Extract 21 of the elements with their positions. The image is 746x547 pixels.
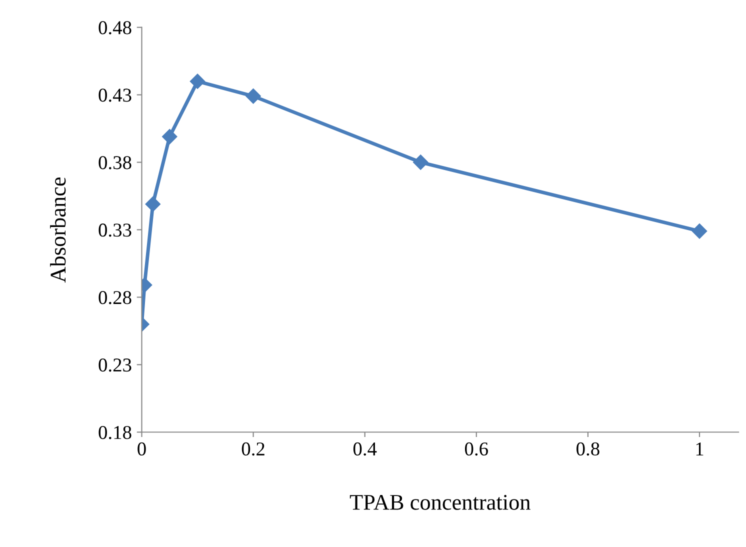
x-tick-label: 0.8 bbox=[576, 442, 600, 456]
y-tick-label: 0.33 bbox=[98, 224, 132, 237]
y-tick-label: 0.38 bbox=[98, 156, 132, 170]
x-tick-label: 0.2 bbox=[242, 442, 264, 456]
point bbox=[246, 88, 261, 104]
x-tick-label: 0 bbox=[138, 442, 146, 456]
y-axis-title: Absorbance bbox=[50, 177, 66, 283]
y-tick-label: 0.28 bbox=[98, 291, 132, 304]
point bbox=[692, 224, 708, 239]
point bbox=[190, 74, 206, 89]
point bbox=[162, 129, 178, 144]
y-tick-label: 0.43 bbox=[98, 88, 132, 102]
x-tick-label: 1 bbox=[696, 442, 704, 456]
x-tick-label: 0.4 bbox=[353, 442, 377, 456]
x-tick-label: 0.6 bbox=[464, 442, 488, 456]
point bbox=[413, 154, 428, 170]
y-tick-label: 0.18 bbox=[98, 426, 132, 440]
y-tick-label: 0.23 bbox=[98, 358, 132, 372]
x-axis-title: TPAB concentration bbox=[350, 494, 530, 510]
point bbox=[145, 196, 160, 212]
y-tick-label: 0.48 bbox=[98, 21, 132, 34]
